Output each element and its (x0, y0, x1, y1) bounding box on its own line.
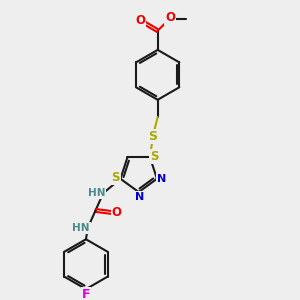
Text: HN: HN (88, 188, 105, 198)
Text: O: O (135, 14, 146, 27)
Text: O: O (165, 11, 175, 24)
Text: N: N (135, 192, 144, 202)
Text: S: S (151, 150, 159, 163)
Text: S: S (148, 130, 158, 143)
Text: F: F (82, 288, 90, 300)
Text: N: N (157, 174, 167, 184)
Text: O: O (112, 206, 122, 219)
Text: HN: HN (72, 223, 90, 233)
Text: S: S (111, 171, 120, 184)
